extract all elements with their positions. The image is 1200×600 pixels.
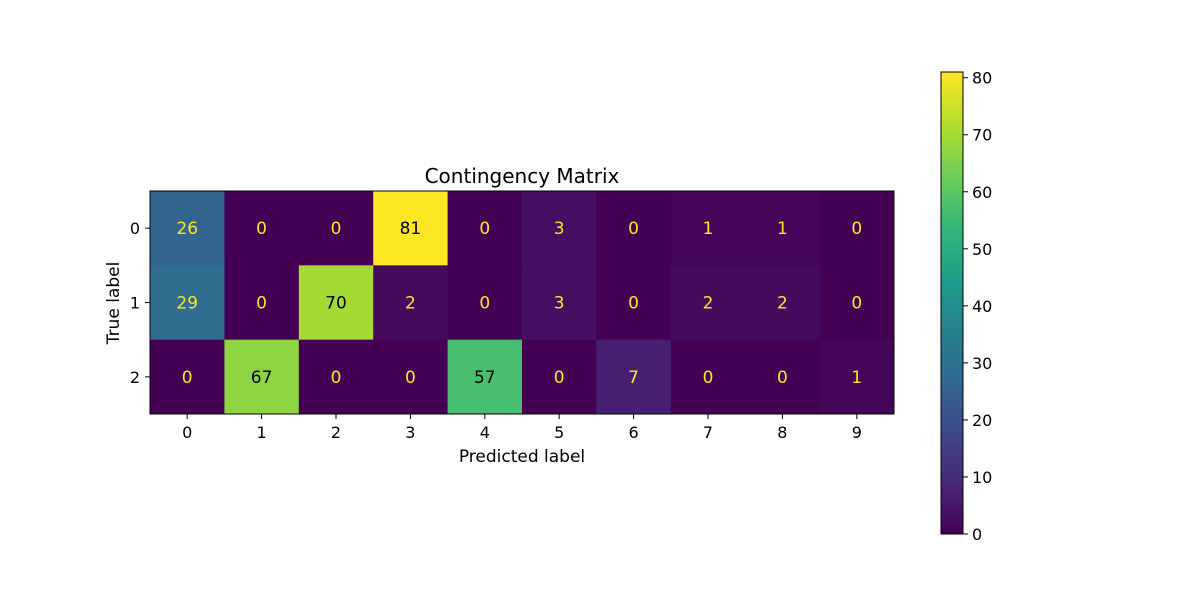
- cell-label-r1-c7: 2: [703, 294, 714, 314]
- cell-label-r2-c2: 0: [331, 368, 342, 388]
- cell-r1-c9: [819, 265, 895, 341]
- cell-r1-c1: [224, 265, 300, 341]
- colorbar-tick-label-80: 80: [972, 69, 992, 88]
- cell-r0-c5: [522, 191, 597, 266]
- cell-label-r1-c9: 0: [851, 294, 862, 314]
- cell-r1-c8: [745, 265, 821, 341]
- cell-r0-c3: [373, 191, 449, 266]
- cell-r2-c7: [670, 339, 746, 415]
- cell-label-r1-c2: 70: [325, 294, 347, 314]
- cell-r1-c3: [373, 265, 449, 341]
- cell-r1-c6: [596, 265, 672, 341]
- y-tick-label-1: 1: [130, 294, 140, 313]
- cell-label-r2-c4: 57: [474, 368, 496, 388]
- cell-r0-c4: [447, 191, 523, 266]
- x-tick-label-7: 7: [703, 423, 713, 442]
- cell-r0-c7: [670, 191, 746, 266]
- x-tick-label-8: 8: [777, 423, 787, 442]
- cell-label-r0-c3: 81: [400, 219, 422, 239]
- y-axis-label: True label: [104, 262, 124, 346]
- cell-label-r2-c8: 0: [777, 368, 788, 388]
- cell-r1-c5: [522, 265, 597, 341]
- colorbar-tick-label-40: 40: [972, 297, 992, 316]
- cell-label-r1-c5: 3: [554, 294, 565, 314]
- cell-label-r1-c8: 2: [777, 294, 788, 314]
- colorbar: [940, 71, 964, 535]
- cell-label-r2-c7: 0: [703, 368, 714, 388]
- cell-r2-c8: [745, 339, 821, 415]
- cell-r1-c4: [447, 265, 523, 341]
- cell-label-r1-c0: 29: [176, 294, 198, 314]
- colorbar-tick-label-50: 50: [972, 240, 992, 259]
- cell-r2-c1: [224, 339, 300, 415]
- colorbar-tick-label-10: 10: [972, 468, 992, 487]
- x-tick-label-1: 1: [257, 423, 267, 442]
- cell-r2-c5: [522, 339, 597, 415]
- cell-label-r1-c1: 0: [256, 294, 267, 314]
- cell-r1-c7: [670, 265, 746, 341]
- cell-label-r2-c5: 0: [554, 368, 565, 388]
- cell-label-r0-c9: 0: [851, 219, 862, 239]
- cell-label-r1-c3: 2: [405, 294, 416, 314]
- y-tick-label-0: 0: [130, 219, 140, 238]
- cell-r2-c0: [150, 339, 225, 415]
- cell-r1-c0: [150, 265, 225, 341]
- colorbar-ticks: 0 10 20 30 40 50 60 70 80: [963, 69, 992, 544]
- cell-r2-c2: [298, 339, 374, 415]
- colorbar-tick-label-0: 0: [972, 525, 982, 544]
- cell-r2-c3: [373, 339, 449, 415]
- cell-label-r1-c6: 0: [628, 294, 639, 314]
- colorbar-tick-label-70: 70: [972, 126, 992, 145]
- cell-r2-c9: [819, 339, 895, 415]
- cell-label-r2-c9: 1: [851, 368, 862, 388]
- cell-label-r2-c6: 7: [628, 368, 639, 388]
- y-axis-ticks: 0 1 2: [130, 219, 150, 387]
- colorbar-tick-label-20: 20: [972, 411, 992, 430]
- cell-label-r0-c4: 0: [479, 219, 490, 239]
- cell-label-r2-c0: 0: [182, 368, 193, 388]
- x-tick-label-3: 3: [405, 423, 415, 442]
- cell-r0-c1: [224, 191, 300, 266]
- cell-r2-c4: [447, 339, 523, 415]
- cell-label-r0-c1: 0: [256, 219, 267, 239]
- cell-label-r0-c5: 3: [554, 219, 565, 239]
- cell-label-r0-c8: 1: [777, 219, 788, 239]
- cell-label-r0-c0: 26: [176, 219, 198, 239]
- cell-label-r0-c7: 1: [703, 219, 714, 239]
- chart-title: Contingency Matrix: [425, 164, 620, 188]
- cell-r0-c2: [298, 191, 374, 266]
- cell-r0-c8: [745, 191, 821, 266]
- cell-label-r2-c3: 0: [405, 368, 416, 388]
- cell-r0-c9: [819, 191, 895, 266]
- cell-r1-c2: [298, 265, 374, 341]
- x-axis-label: Predicted label: [459, 447, 585, 467]
- x-tick-label-4: 4: [480, 423, 490, 442]
- heatmap-cell-labels: 26 0 0 81 0 3 0 1 1 029 0 70 2 0 3 0 2 2 00 67 0 0 57 0 7 0 0 1: [176, 219, 862, 388]
- colorbar-tick-label-60: 60: [972, 183, 992, 202]
- cell-r0-c6: [596, 191, 672, 266]
- colorbar-tick-label-30: 30: [972, 354, 992, 373]
- cell-r2-c6: [596, 339, 672, 415]
- cell-label-r1-c4: 0: [479, 294, 490, 314]
- x-tick-label-5: 5: [554, 423, 564, 442]
- x-tick-label-2: 2: [331, 423, 341, 442]
- heatmap-cells: [150, 191, 895, 415]
- cell-label-r2-c1: 67: [251, 368, 273, 388]
- cell-r0-c0: [150, 191, 225, 266]
- cell-label-r0-c6: 0: [628, 219, 639, 239]
- x-tick-label-9: 9: [852, 423, 862, 442]
- x-tick-label-0: 0: [182, 423, 192, 442]
- x-axis-ticks: 0 1 2 3 4 5 6 7 8 9: [182, 414, 862, 442]
- cell-label-r0-c2: 0: [331, 219, 342, 239]
- x-tick-label-6: 6: [629, 423, 639, 442]
- y-tick-label-2: 2: [130, 368, 140, 387]
